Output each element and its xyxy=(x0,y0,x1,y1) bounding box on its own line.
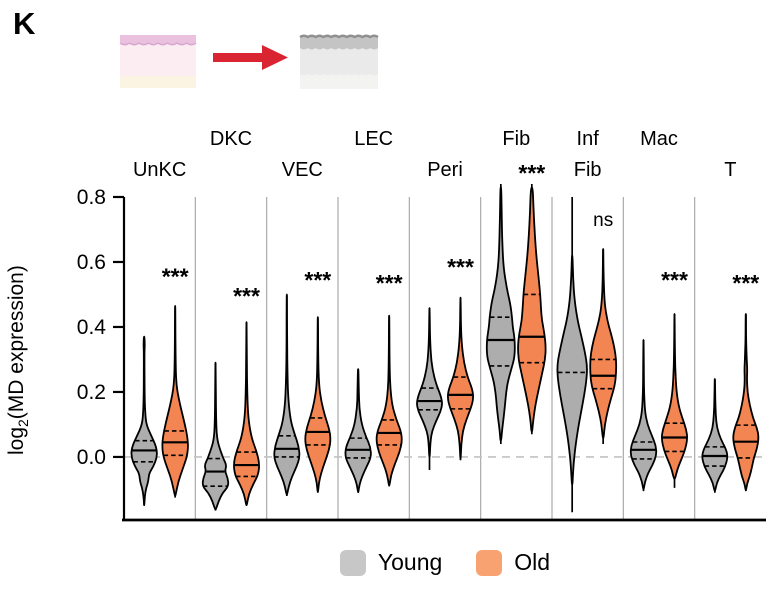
aging-arrow-icon xyxy=(213,45,288,70)
y-tick-label: 0.0 xyxy=(77,446,106,469)
panel-label: K xyxy=(13,6,36,41)
old-skin-icon xyxy=(299,34,379,89)
significance-marker: *** xyxy=(447,254,474,280)
violin-vec-young xyxy=(273,293,301,496)
significance-marker: *** xyxy=(661,267,688,293)
skin-aging-illustration xyxy=(119,34,379,89)
significance-marker: *** xyxy=(518,160,545,186)
significance-marker: *** xyxy=(732,270,759,296)
violin-vec-old xyxy=(304,316,332,493)
violin-unkc-old xyxy=(161,305,189,497)
legend-item-old: Old xyxy=(476,549,550,576)
y-tick-label: 0.2 xyxy=(77,381,106,404)
significance-marker: ns xyxy=(593,210,613,231)
significance-marker: *** xyxy=(376,270,403,296)
significance-marker: *** xyxy=(304,267,331,293)
column-label-peri: Peri xyxy=(427,159,463,181)
column-label-vec: VEC xyxy=(281,159,323,181)
violin-t-old xyxy=(732,313,760,492)
violin-lec-young xyxy=(344,368,372,493)
column-label-dkc: DKC xyxy=(209,128,253,150)
significance-marker: *** xyxy=(162,264,189,290)
violin-mac-old xyxy=(661,313,688,480)
young-skin-icon xyxy=(119,35,197,88)
column-label-fib: Fib xyxy=(502,128,531,150)
violin-t-young xyxy=(701,378,729,493)
legend-item-young: Young xyxy=(339,549,443,576)
y-tick-label: 0.8 xyxy=(77,186,106,209)
violin-inf-fib-young xyxy=(556,254,588,486)
violin-unkc-young xyxy=(130,335,158,506)
column-label-t: T xyxy=(724,159,737,181)
old-color-swatch xyxy=(476,549,503,576)
legend-label-young: Young xyxy=(377,549,443,575)
column-label-mac: Mac xyxy=(640,128,678,150)
violin-fib-old xyxy=(517,186,547,433)
violin-peri-young xyxy=(416,307,443,458)
legend: Young Old xyxy=(124,549,766,576)
column-label-lec: LEC xyxy=(354,128,394,150)
young-color-swatch xyxy=(339,549,366,576)
violin-fib-young xyxy=(485,186,516,442)
violin-dkc-young xyxy=(201,361,230,511)
y-tick-label: 0.6 xyxy=(77,251,106,274)
violin-peri-old xyxy=(447,296,474,460)
violin-lec-old xyxy=(375,314,403,487)
column-label-inf-fib: Inf Fib xyxy=(573,128,602,181)
violin-dkc-old xyxy=(233,321,260,506)
legend-label-old: Old xyxy=(514,549,551,575)
y-tick-label: 0.4 xyxy=(77,316,107,339)
violin-inf-fib-old xyxy=(589,248,618,439)
significance-marker: *** xyxy=(233,283,260,309)
violin-mac-young xyxy=(629,339,658,491)
column-label-unkc: UnKC xyxy=(132,159,187,181)
